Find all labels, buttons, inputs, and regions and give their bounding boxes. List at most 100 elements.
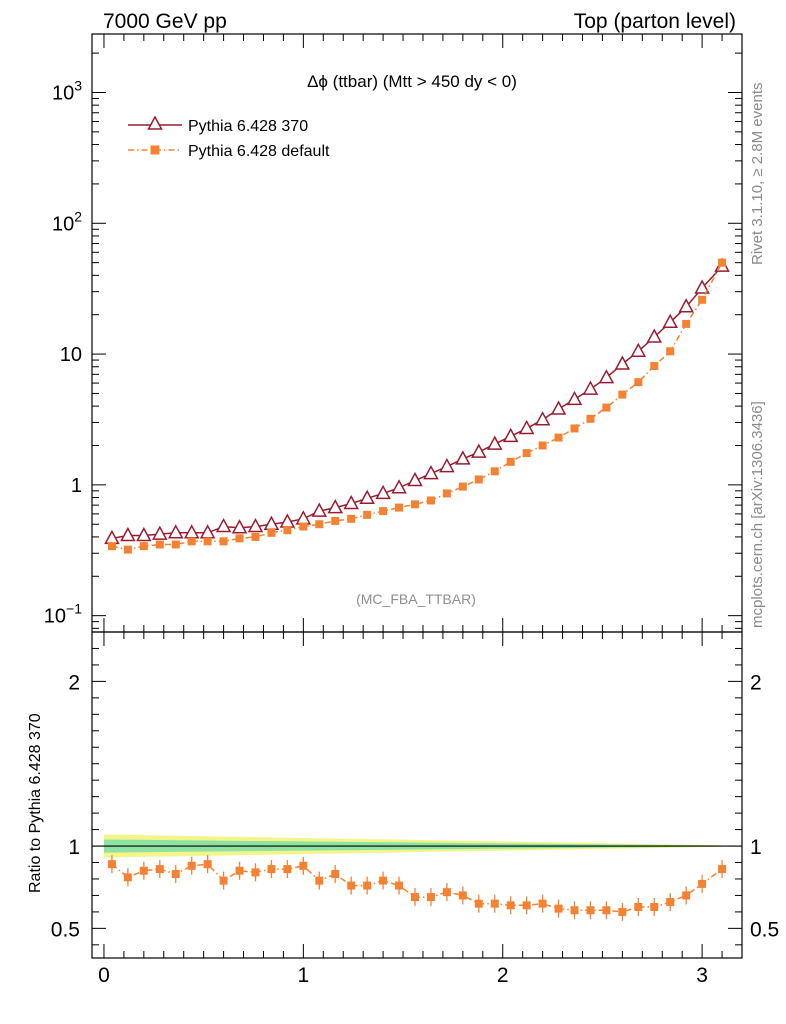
ratio-point-square — [395, 881, 404, 890]
ratio-point-square — [554, 904, 563, 913]
ratio-point-square — [411, 893, 420, 902]
main-point-triangle — [215, 517, 232, 533]
main-point-triangle — [152, 525, 168, 540]
main-point-triangle — [423, 464, 439, 480]
main-point-square — [634, 378, 643, 387]
ratio-point-square — [235, 866, 244, 875]
ratio-point-square — [698, 879, 707, 888]
main-point-triangle — [534, 411, 551, 426]
ratio-point-square — [283, 865, 292, 874]
ratio-point-square — [506, 901, 515, 910]
ratio-point-square — [522, 901, 531, 910]
main-point-triangle — [678, 298, 694, 313]
ratio-point-square — [123, 873, 132, 882]
main-point-triangle — [630, 342, 647, 358]
main-point-triangle — [343, 494, 359, 510]
main-series-line-0 — [111, 265, 723, 540]
ratio-point-square — [315, 876, 324, 885]
main-point-triangle — [391, 479, 407, 494]
ratio-point-square — [139, 866, 148, 875]
legend-marker-pythia-default — [150, 145, 160, 155]
ratio-point-square — [538, 899, 547, 908]
main-point-triangle — [614, 355, 631, 370]
ratio-y-tick-label-left: 2 — [68, 671, 80, 694]
ratio-point-square — [666, 898, 675, 907]
main-point-triangle — [295, 510, 312, 525]
main-point-square — [155, 540, 164, 549]
main-point-square — [718, 258, 727, 267]
main-point-square — [331, 516, 340, 525]
legend-label-pythia-370: Pythia 6.428 370 — [188, 118, 308, 135]
main-point-square — [442, 489, 451, 498]
main-point-triangle — [231, 519, 248, 534]
main-point-triangle — [439, 457, 455, 473]
ratio-point-square — [426, 893, 435, 902]
ratio-point-square — [171, 870, 180, 879]
main-point-square — [203, 537, 212, 546]
ratio-point-square — [155, 865, 164, 874]
ratio-point-square — [107, 860, 116, 869]
ratio-point-square — [650, 902, 659, 911]
main-point-triangle — [167, 524, 184, 539]
main-point-triangle — [518, 419, 535, 435]
main-point-square — [187, 537, 196, 546]
main-point-square — [379, 507, 388, 516]
ratio-point-square — [187, 861, 196, 870]
main-point-square — [586, 414, 595, 423]
main-point-square — [474, 475, 483, 484]
main-point-square — [554, 433, 563, 442]
legend-label-pythia-default: Pythia 6.428 default — [188, 143, 330, 160]
main-point-square — [426, 496, 435, 505]
main-point-triangle — [471, 443, 487, 458]
main-point-square — [267, 528, 276, 537]
ratio-point-square — [682, 891, 691, 900]
ratio-y-tick-label-right: 2 — [750, 671, 762, 694]
main-y-tick-label: 10−1 — [44, 601, 82, 628]
main-point-square — [506, 457, 515, 466]
main-point-square — [139, 542, 148, 551]
main-point-triangle — [646, 328, 663, 343]
main-point-triangle — [183, 524, 200, 539]
main-y-tick-label: 103 — [52, 77, 82, 104]
main-point-square — [347, 514, 356, 523]
ratio-series-line-0 — [111, 863, 723, 913]
main-point-square — [458, 482, 467, 491]
main-plot-panel: 10−1 1 10 102 103 — [44, 33, 743, 633]
main-point-square — [363, 510, 372, 519]
main-point-square — [283, 526, 292, 535]
ratio-point-square — [602, 906, 611, 915]
ratio-y-tick-label-left: 1 — [68, 836, 80, 859]
ratio-point-square — [219, 876, 228, 885]
main-point-triangle — [455, 450, 471, 465]
main-point-square — [618, 390, 627, 399]
main-point-triangle — [375, 484, 391, 500]
main-point-square — [666, 347, 675, 356]
ratio-y-tick-label-right: 1 — [750, 836, 762, 859]
ratio-point-square — [203, 860, 212, 869]
ratio-point-square — [570, 906, 579, 915]
main-y-tick-label: 102 — [52, 208, 82, 235]
main-point-triangle — [662, 313, 678, 329]
main-point-triangle — [487, 435, 503, 450]
ratio-y-tick-label-right: 0.5 — [750, 918, 779, 941]
main-point-triangle — [247, 517, 264, 533]
x-tick-label: 2 — [497, 964, 509, 987]
main-point-square — [522, 449, 531, 458]
analysis-watermark: (MC_FBA_TTBAR) — [356, 591, 476, 607]
header-left-label: 7000 GeV pp — [103, 10, 227, 33]
main-point-triangle — [359, 489, 375, 505]
ratio-point-square — [251, 868, 260, 877]
main-point-square — [602, 403, 611, 412]
ratio-plot-frame — [91, 631, 743, 959]
ratio-point-square — [363, 881, 372, 890]
main-point-square — [682, 319, 691, 328]
main-y-tick-label: 1 — [71, 475, 82, 497]
x-tick-label: 0 — [98, 964, 110, 987]
main-point-triangle — [694, 279, 710, 294]
main-point-square — [107, 542, 116, 551]
main-point-square — [698, 295, 707, 304]
main-point-square — [490, 467, 499, 476]
main-point-square — [650, 362, 659, 371]
ratio-point-square — [347, 881, 356, 890]
